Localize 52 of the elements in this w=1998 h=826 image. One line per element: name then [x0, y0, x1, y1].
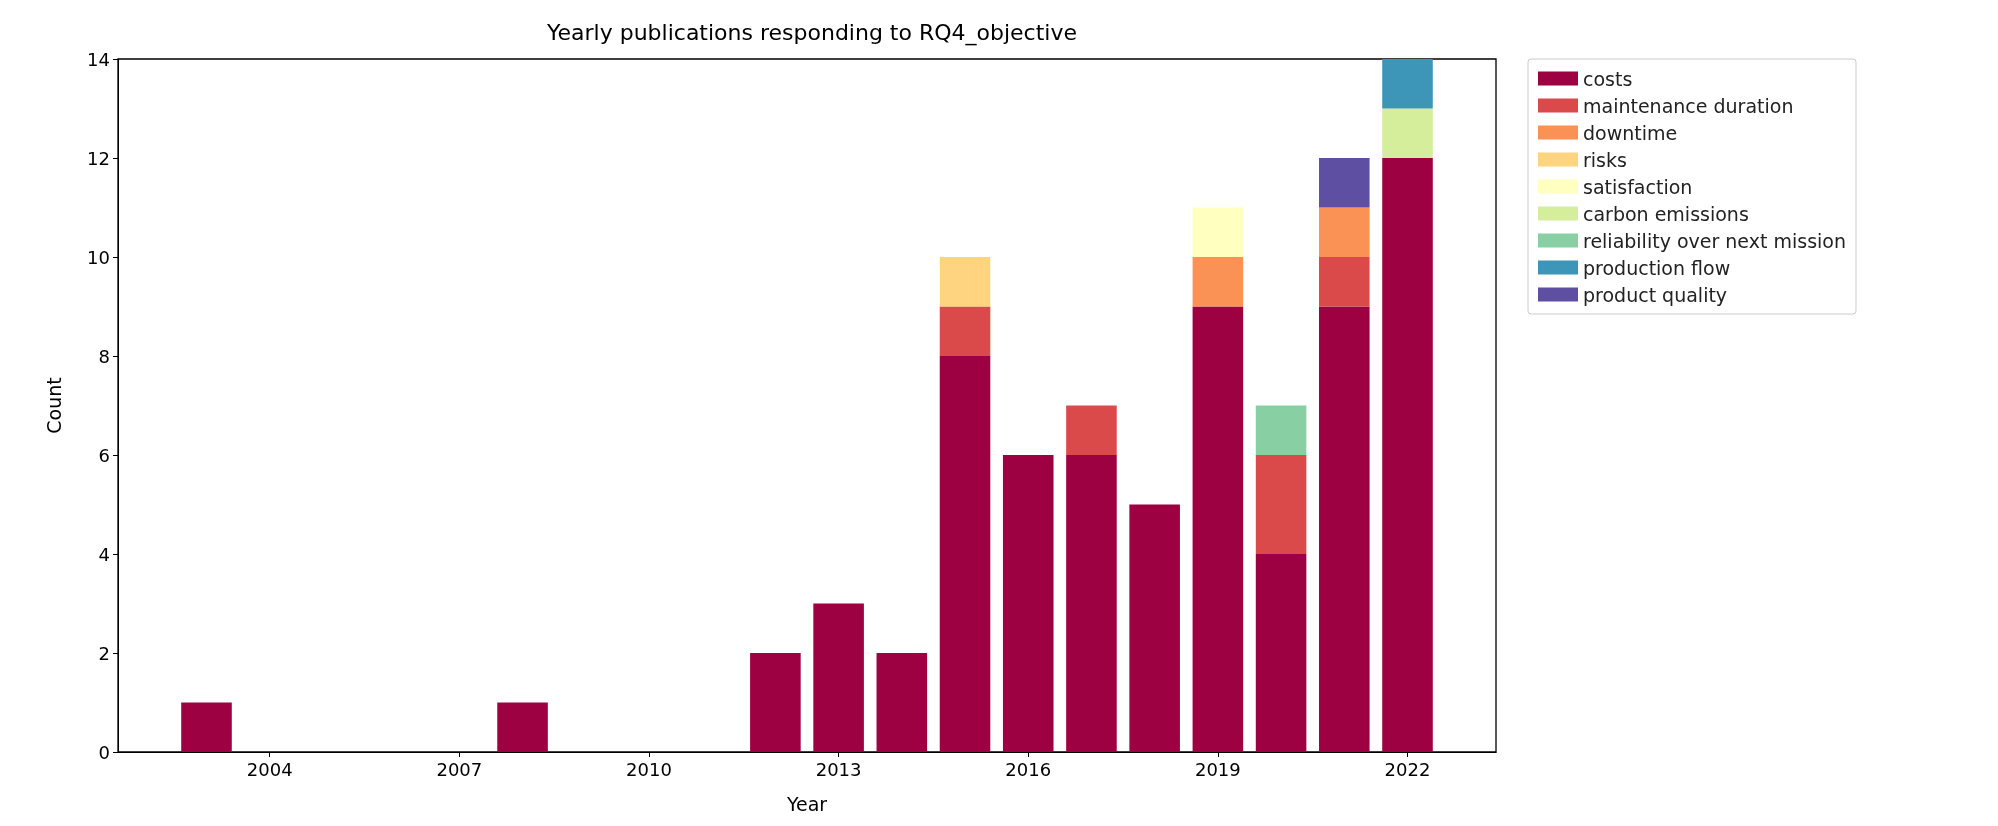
bar	[1255, 455, 1307, 554]
bar	[939, 257, 991, 307]
bar	[497, 702, 548, 752]
x-tick-label: 2013	[815, 758, 862, 780]
chart-title: Yearly publications responding to RQ4_objective	[545, 19, 1078, 46]
bar	[1129, 504, 1180, 752]
x-tick-label: 2019	[1194, 758, 1241, 780]
bar	[1066, 405, 1117, 455]
x-tick-label: 2004	[246, 758, 293, 780]
bar	[1255, 554, 1307, 752]
x-tick-label: 2022	[1384, 758, 1431, 780]
y-axis-title: Count	[42, 377, 65, 434]
bar	[1002, 455, 1054, 752]
legend-label: costs	[1583, 67, 1633, 90]
bar	[1382, 108, 1433, 158]
legend-label: carbon emissions	[1583, 202, 1749, 225]
y-tick-label: 8	[98, 345, 110, 367]
bar	[1192, 257, 1244, 307]
bar	[1319, 306, 1370, 752]
x-tick-label: 2007	[436, 758, 483, 780]
y-tick-label: 12	[87, 147, 110, 169]
x-tick-label: 2016	[1005, 758, 1052, 780]
y-tick-label: 0	[98, 741, 110, 763]
bar	[939, 306, 991, 356]
bar	[1255, 405, 1307, 455]
bar	[1192, 207, 1244, 257]
bar	[750, 653, 801, 752]
legend-label: product quality	[1583, 283, 1728, 306]
bar	[1192, 306, 1244, 752]
bar	[813, 603, 864, 752]
legend-label: downtime	[1583, 121, 1678, 144]
bar	[1319, 207, 1370, 257]
legend-label: maintenance duration	[1583, 94, 1794, 117]
bar	[1319, 257, 1370, 307]
y-tick-label: 14	[87, 48, 110, 70]
bar	[939, 356, 991, 752]
legend-label: production flow	[1583, 256, 1731, 279]
bar	[876, 653, 928, 752]
bar	[1382, 158, 1433, 752]
x-tick-label: 2010	[626, 758, 672, 780]
y-tick-label: 6	[98, 444, 110, 466]
y-tick-label: 10	[87, 246, 110, 268]
bar	[1319, 158, 1370, 208]
y-tick-label: 4	[98, 543, 110, 565]
bar	[1382, 59, 1433, 109]
bar	[181, 702, 232, 752]
bar	[1066, 455, 1117, 752]
y-tick-label: 2	[98, 642, 110, 664]
legend-label: risks	[1583, 148, 1627, 171]
legend-label: reliability over next mission	[1583, 229, 1846, 252]
x-axis-title: Year	[785, 792, 828, 815]
legend-label: satisfaction	[1583, 175, 1693, 198]
